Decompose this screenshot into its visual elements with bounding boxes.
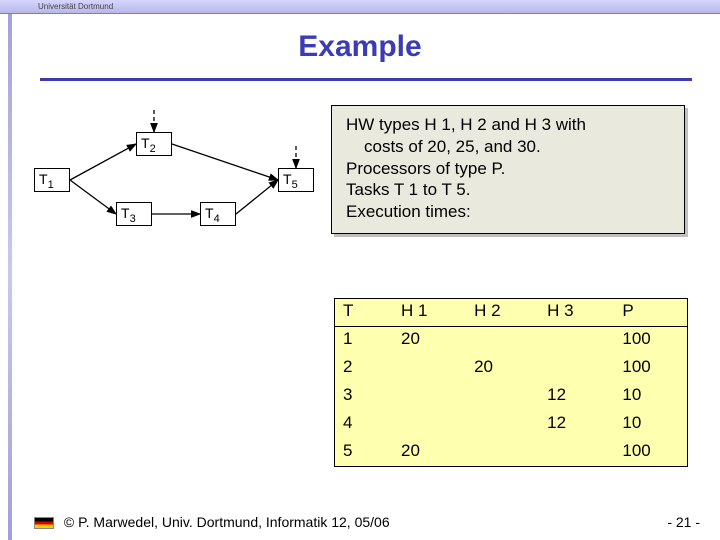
table-cell	[466, 439, 539, 467]
table-cell: 10	[614, 411, 687, 439]
edge-T1-T3	[70, 180, 116, 214]
table-header-cell: H 3	[539, 299, 614, 327]
table-cell: 100	[614, 439, 687, 467]
table-cell	[393, 383, 466, 411]
table-cell	[539, 327, 614, 355]
table-cell	[466, 411, 539, 439]
table-cell: 20	[393, 439, 466, 467]
execution-times-table: TH 1H 2H 3P1201002201003121041210520100	[334, 298, 688, 467]
table-cell: 20	[466, 355, 539, 383]
info-line-2: Processors of type P.	[346, 158, 674, 180]
table-header-cell: P	[614, 299, 687, 327]
table-row: 120 100	[335, 327, 688, 355]
page-number: - 21 -	[667, 514, 700, 530]
edge-T1-T2	[70, 144, 136, 180]
table-header-cell: H 1	[393, 299, 466, 327]
node-t4: T4	[200, 202, 236, 226]
table-cell	[466, 383, 539, 411]
footer: © P. Marwedel, Univ. Dortmund, Informati…	[34, 514, 700, 530]
table-cell	[393, 355, 466, 383]
slide: Universität Dortmund Example T1T2T3T4T5 …	[0, 0, 720, 540]
info-line-3: Tasks T 1 to T 5.	[346, 179, 674, 201]
footer-text: P. Marwedel, Univ. Dortmund, Informatik …	[74, 514, 389, 530]
table-cell: 10	[614, 383, 687, 411]
page-title: Example	[0, 30, 720, 64]
info-line-1a: HW types H 1, H 2 and H 3 with	[346, 114, 674, 136]
org-label: Universität Dortmund	[0, 0, 720, 14]
table-cell: 100	[614, 355, 687, 383]
table-row: 520 100	[335, 439, 688, 467]
copyright-symbol: ©	[64, 514, 74, 530]
top-bar: Universität Dortmund	[0, 0, 720, 14]
task-graph: T1 T2 T3 T4 T5	[32, 110, 327, 240]
table-cell	[466, 327, 539, 355]
table-cell: 100	[614, 327, 687, 355]
table-cell	[539, 355, 614, 383]
table-cell	[393, 411, 466, 439]
node-t2: T2	[136, 132, 172, 156]
table-cell: 3	[335, 383, 393, 411]
info-line-4: Execution times:	[346, 201, 674, 223]
table-cell: 12	[539, 383, 614, 411]
table-header-cell: H 2	[466, 299, 539, 327]
edge-T4-T5	[236, 180, 278, 214]
edge-T2-T5	[172, 144, 278, 180]
table-cell: 20	[393, 327, 466, 355]
table-header-cell: T	[335, 299, 393, 327]
info-box: HW types H 1, H 2 and H 3 with costs of …	[331, 105, 685, 234]
table-cell: 4	[335, 411, 393, 439]
table-cell: 12	[539, 411, 614, 439]
table-cell: 2	[335, 355, 393, 383]
info-line-1b: costs of 20, 25, and 30.	[364, 136, 674, 158]
node-t1: T1	[34, 168, 70, 192]
table-row: 2 20 100	[335, 355, 688, 383]
title-rule	[40, 78, 692, 81]
flag-icon	[34, 517, 54, 529]
table-cell: 1	[335, 327, 393, 355]
table-cell: 5	[335, 439, 393, 467]
node-t3: T3	[116, 202, 152, 226]
table-cell	[539, 439, 614, 467]
table-row: 4 1210	[335, 411, 688, 439]
left-accent-line	[8, 0, 12, 540]
table-row: 3 1210	[335, 383, 688, 411]
node-t5: T5	[278, 168, 314, 192]
info-box-shadow: HW types H 1, H 2 and H 3 with costs of …	[334, 108, 688, 237]
footer-left: © P. Marwedel, Univ. Dortmund, Informati…	[34, 514, 390, 530]
